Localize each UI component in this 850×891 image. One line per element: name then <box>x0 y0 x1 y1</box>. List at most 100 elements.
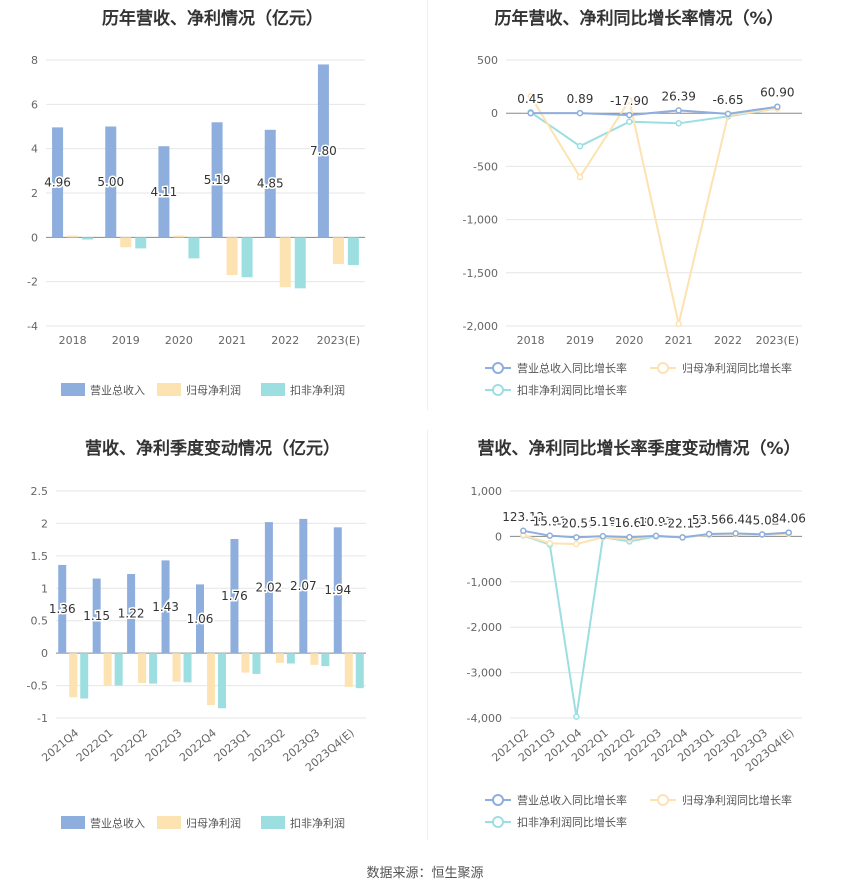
x-tick-label: 2022Q2 <box>108 726 150 764</box>
legend-label: 营业总收入 <box>90 816 145 830</box>
bar <box>279 237 291 288</box>
y-tick-label: 0 <box>491 107 498 120</box>
legend-label: 营业总收入同比增长率 <box>517 793 627 807</box>
x-tick-label: 2023(E) <box>756 334 800 347</box>
data-label: 1.15 <box>83 609 110 623</box>
legend-label: 扣非净利润 <box>290 383 345 397</box>
x-tick-label: 2023Q2 <box>246 726 288 764</box>
bar <box>264 129 276 238</box>
bar <box>286 653 295 664</box>
annual-revenue-chart: -4 -2 0 2 4 6 8 2018 2019 2020 2021 2022 2023(E) 4.96… <box>27 54 365 397</box>
legend-label: 扣非净利润同比增长率 <box>517 383 627 397</box>
bar <box>299 518 308 654</box>
data-label: 60.90 <box>760 86 794 100</box>
bar <box>347 237 359 266</box>
point <box>573 713 580 720</box>
point <box>785 529 792 536</box>
data-label: 5.18 <box>590 515 617 529</box>
x-tick-label: 2018 <box>59 334 87 347</box>
bar <box>211 122 223 238</box>
bar <box>321 653 330 667</box>
y-tick-label: 6 <box>31 98 38 111</box>
legend-label: 归母净利润同比增长率 <box>682 361 792 375</box>
x-tick-label: 2020 <box>165 334 193 347</box>
data-label: 66.42 <box>718 512 752 526</box>
bar <box>294 237 306 289</box>
data-label: 2.07 <box>290 579 317 593</box>
point <box>705 530 713 538</box>
bar <box>80 653 89 699</box>
point <box>527 109 534 117</box>
x-tick-label: 2022Q1 <box>74 726 116 764</box>
bar <box>196 584 204 654</box>
chart-panel-annual-revenue: 历年营收、净利情况（亿元） -4 -2 0 2 4 6 8 2018 2019 2020 2021 2… <box>0 0 425 410</box>
bar <box>92 578 101 654</box>
bar <box>241 653 250 673</box>
legend-swatch <box>261 816 285 829</box>
y-tick-label: -1,500 <box>463 267 498 280</box>
bar <box>172 653 181 682</box>
x-tick-label: 2021Q4 <box>39 726 81 764</box>
y-tick-label: -2,000 <box>463 320 498 333</box>
point <box>626 97 633 104</box>
bar <box>317 64 329 238</box>
x-tick-label: 2019 <box>112 334 140 347</box>
chart-title: 营收、净利同比增长率季度变动情况（%） <box>477 439 801 459</box>
bar <box>114 653 123 686</box>
legend-label: 归母净利润 <box>186 816 241 830</box>
data-label: 1.94 <box>324 583 351 597</box>
point <box>626 533 633 541</box>
y-tick-label: -1 <box>37 712 48 725</box>
chart-panel-annual-growth: 历年营收、净利同比增长率情况（%） -2,000 -1,500 -1,000 -500… <box>428 0 850 410</box>
bar <box>264 522 273 654</box>
panel-divider <box>427 430 428 840</box>
y-tick-label: 500 <box>477 54 498 67</box>
legend-marker <box>492 384 504 396</box>
point <box>626 111 633 119</box>
legend-swatch <box>157 383 181 396</box>
point <box>758 531 766 538</box>
y-tick-label: -4,000 <box>467 712 502 725</box>
data-label: 15.91 <box>533 515 567 529</box>
bar <box>58 564 67 654</box>
legend-swatch <box>61 383 85 396</box>
data-label: -20.59 <box>557 516 596 530</box>
bar <box>332 237 344 264</box>
y-tick-label: 0.5 <box>31 615 49 628</box>
panel-divider <box>427 0 428 410</box>
series-line <box>522 532 789 717</box>
data-label: 26.39 <box>661 89 695 103</box>
chart-panel-quarterly-growth: 营收、净利同比增长率季度变动情况（%） -4,000 -3,000 -2,000 -1… <box>428 428 850 848</box>
point <box>724 110 732 118</box>
point <box>546 532 554 539</box>
data-label: 123.12 <box>502 510 544 524</box>
legend-label: 营业总收入同比增长率 <box>517 361 627 375</box>
data-label: 1.06 <box>187 612 214 626</box>
x-tick-label: 2022Q3 <box>143 726 185 764</box>
data-label: -22.15 <box>663 516 702 530</box>
y-tick-label: -0.5 <box>27 680 48 693</box>
x-tick-label: 2021 <box>665 334 693 347</box>
bar <box>355 653 364 689</box>
y-tick-label: 1.5 <box>31 550 49 563</box>
chart-title: 营收、净利季度变动情况（亿元） <box>85 439 340 459</box>
data-label: 1.22 <box>118 607 145 621</box>
y-tick-label: 0 <box>495 530 502 543</box>
bar <box>226 237 238 276</box>
point <box>576 173 584 181</box>
bar <box>161 560 170 654</box>
y-tick-label: 1,000 <box>471 485 503 498</box>
bar <box>275 653 284 663</box>
bar <box>120 237 132 248</box>
data-label: 53.51 <box>692 513 726 527</box>
x-tick-label: 2020 <box>615 334 643 347</box>
legend-marker <box>492 794 504 806</box>
bar <box>69 653 78 698</box>
chart-panel-quarterly-revenue: 营收、净利季度变动情况（亿元） -1 -0.5 0 0.5 1 1.5 2 2.5 2021Q4… <box>0 428 425 848</box>
point <box>573 534 580 541</box>
legend-marker <box>492 816 504 828</box>
point <box>576 142 584 150</box>
data-label: 4.11 <box>151 185 178 199</box>
point <box>520 527 527 535</box>
bar <box>149 653 158 684</box>
